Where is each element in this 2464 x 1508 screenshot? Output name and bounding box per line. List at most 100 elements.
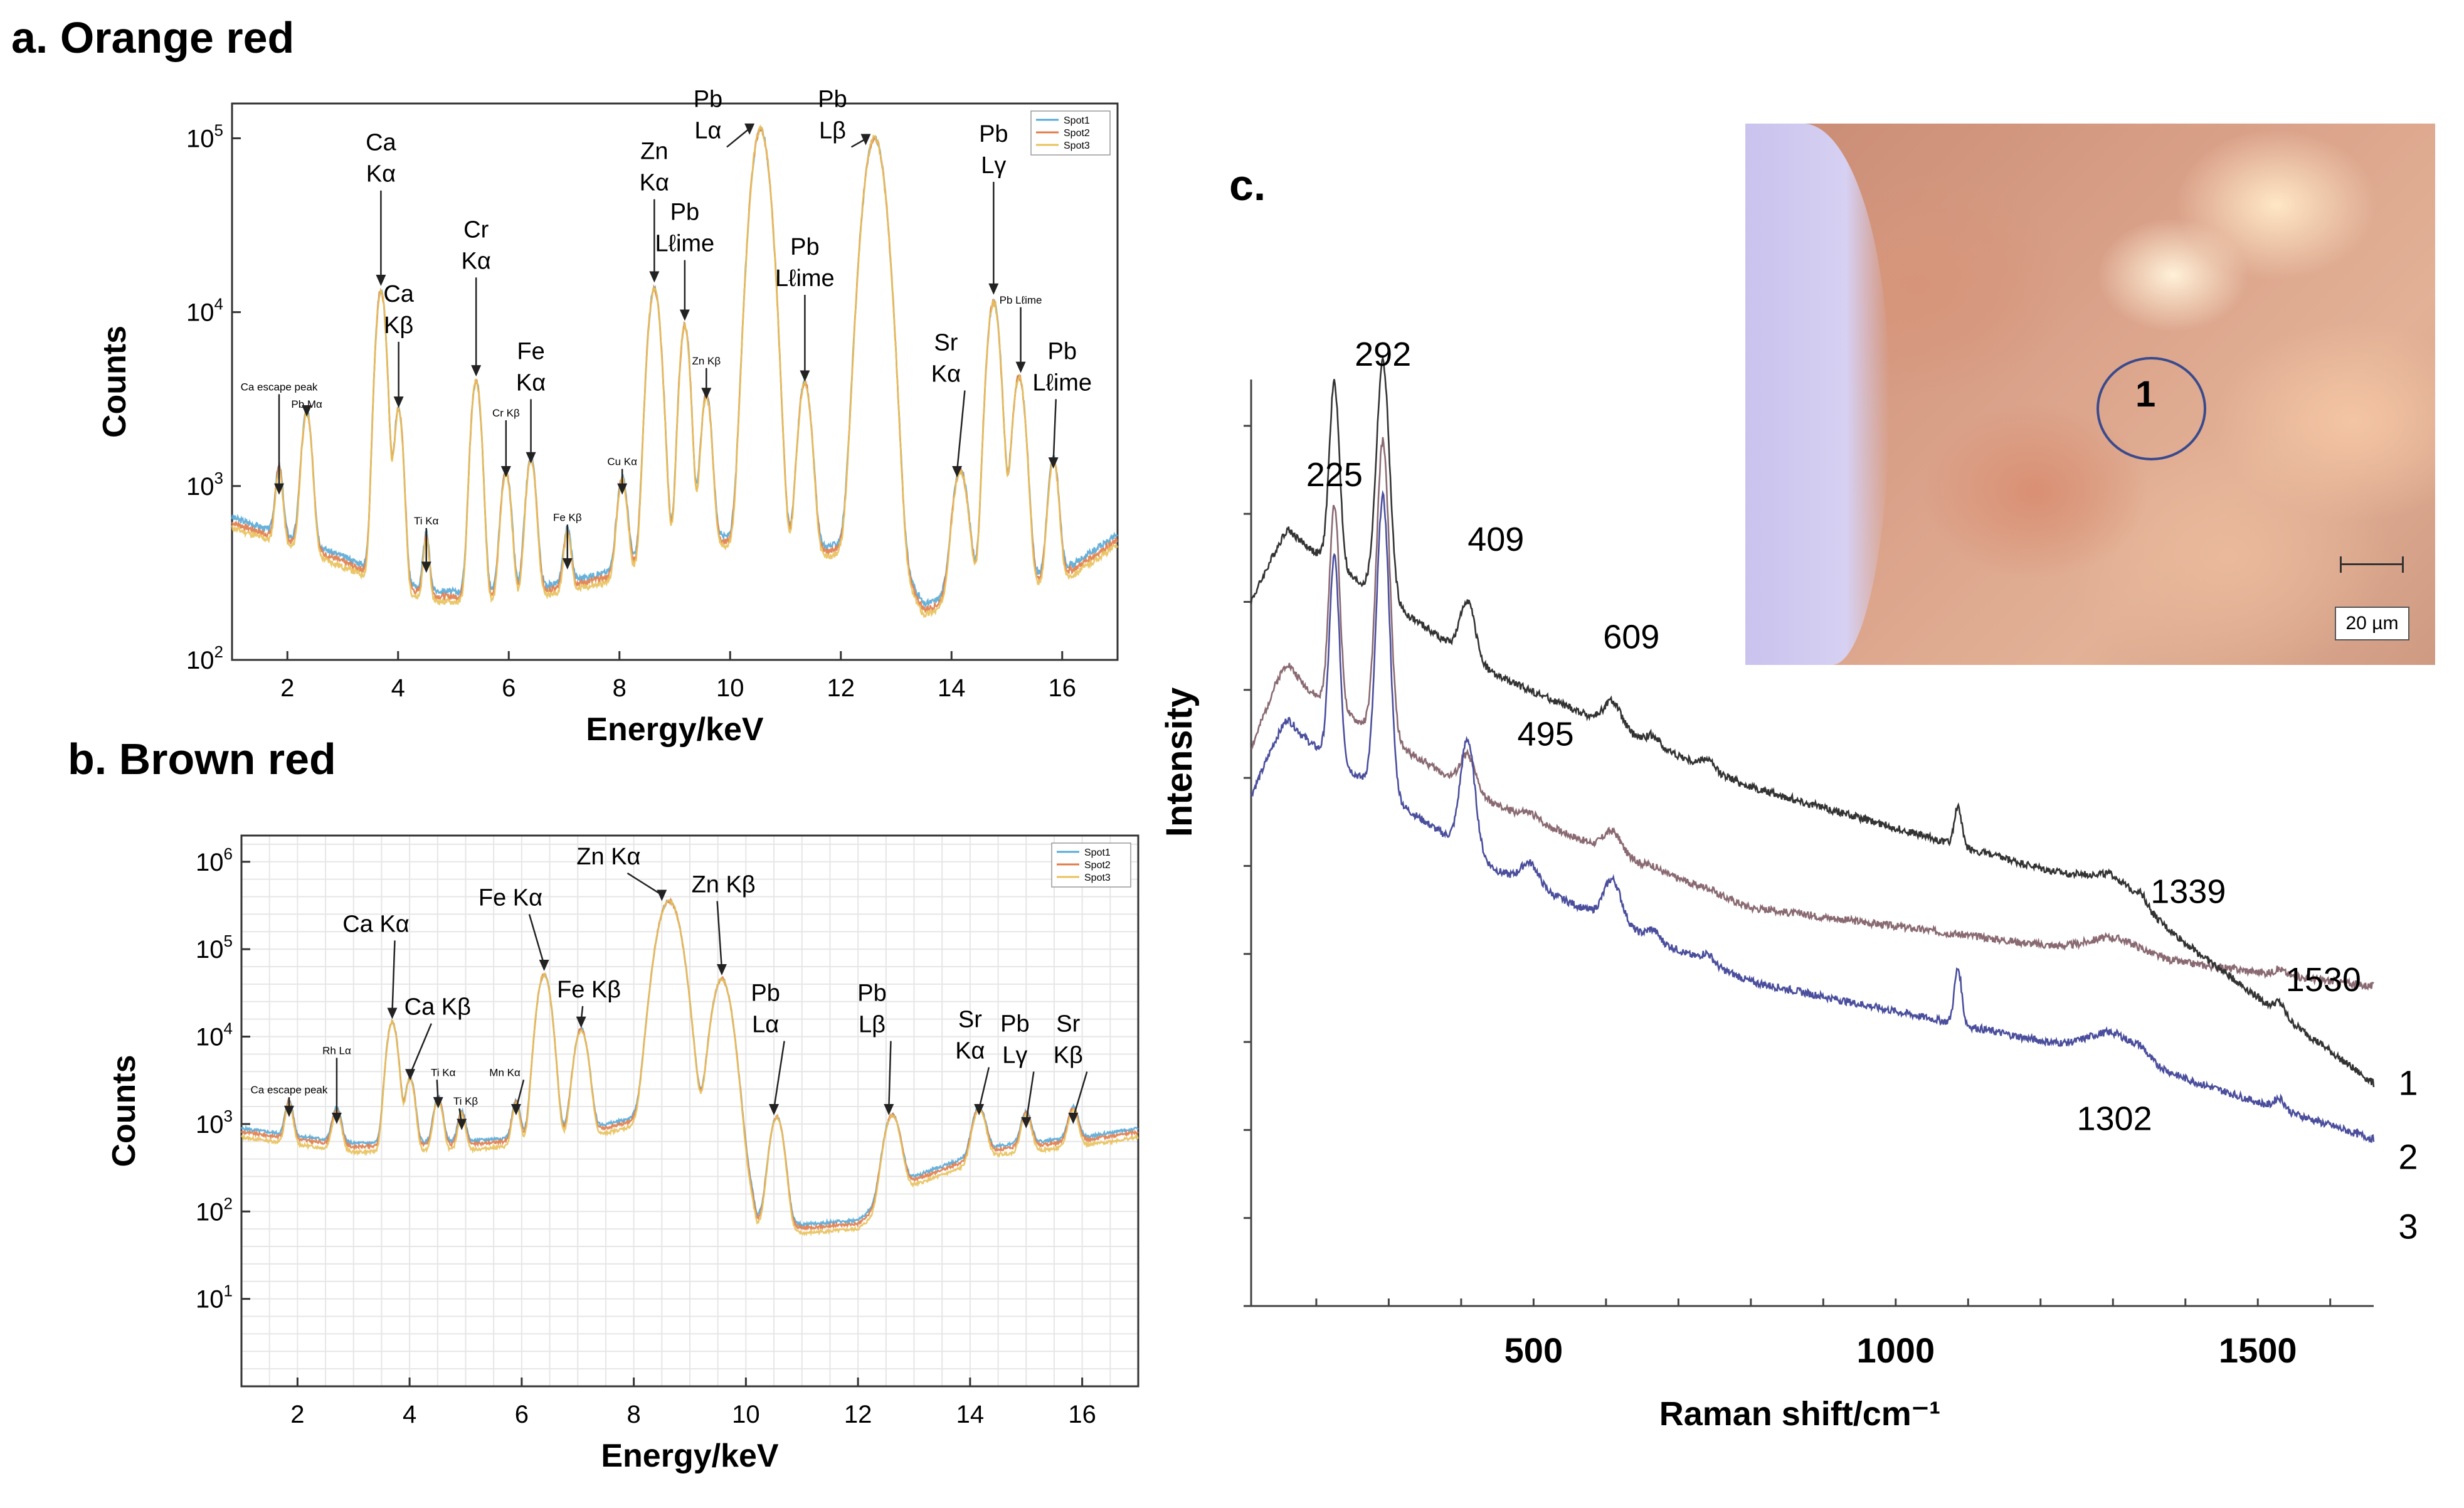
annotation-text: Lγ [1002,1042,1027,1068]
x-tick-label: 4 [403,1401,416,1428]
y-tick-base: 10 [196,1286,224,1314]
x-tick-label: 1000 [1857,1330,1935,1370]
y-tick-label: 102 [186,642,223,674]
annotation-arrowhead [562,558,573,570]
annotation-text: Ca [383,281,414,307]
annotation-text: Fe Kβ [553,511,582,523]
y-tick-exp: 4 [224,1019,233,1038]
annotation-text: Kα [640,170,669,196]
peak-annotation: Pb Lℓime [1032,338,1092,469]
x-axis-label: Energy/keV [586,711,764,748]
y-tick-exp: 5 [224,932,233,950]
annotation-text: Lℓime [775,265,835,292]
annotation-arrowhead [884,1103,894,1115]
peak-annotation: Fe Kβ [553,511,582,570]
y-axis-label: Intensity [1159,688,1200,837]
annotation-text: Kα [931,361,961,388]
x-tick-label: 1500 [2219,1330,2297,1370]
x-tick-label: 12 [827,674,855,702]
annotation-arrowhead [800,370,810,382]
legend-label: Spot3 [1084,873,1111,883]
x-tick-label: 4 [391,674,405,702]
y-tick-label: 102 [196,1194,233,1226]
annotation-text: Pb [979,121,1008,147]
peak-annotation: Ca Kβ [383,281,415,408]
annotation-arrowhead [510,1103,521,1115]
peak-label: 409 [1467,521,1524,558]
annotation-text: Fe [517,338,544,364]
annotation-text: Pb [790,234,819,260]
annotation-arrowhead [1021,1117,1032,1128]
annotation-text: Fe Kβ [557,977,621,1003]
annotation-arrowhead [539,960,549,972]
peak-annotation: Ca escape peak [251,1084,328,1117]
annotation-text: Zn Kα [576,844,640,870]
y-tick-base: 10 [196,1024,224,1051]
peak-annotation: Zn Kα [576,844,667,901]
annotation-arrowhead [701,388,712,400]
annotation-text: Kβ [384,312,413,339]
peak-annotation: Ca Kα [366,130,397,287]
annotation-arrow-line [627,872,662,896]
annotation-arrow-line [956,390,966,472]
annotation-arrow-line [716,901,723,970]
annotation-arrowhead [421,561,431,573]
peak-annotation: Pb Lβ [857,980,894,1115]
y-tick-base: 10 [196,1198,224,1226]
annotation-text: Kα [366,161,396,188]
annotation-text: Kβ [1054,1042,1083,1068]
annotation-text: Rh Lα [322,1044,351,1056]
y-tick-exp: 4 [214,295,223,314]
annotation-arrowhead [716,964,727,975]
annotation-text: Cr [463,216,489,243]
annotation-text: Pb Mα [291,398,322,410]
y-tick-label: 104 [196,1019,233,1051]
micrograph-background-region [1745,124,1890,665]
annotation-arrow-line [1025,1071,1035,1123]
plot-frame [240,834,1139,1388]
peak-label: 609 [1603,618,1659,656]
annotation-arrowhead [405,1069,416,1081]
annotation-arrowhead [393,396,404,408]
annotation-arrowhead [744,123,755,135]
y-tick-base: 10 [186,647,214,674]
y-tick-base: 10 [186,473,214,501]
chart-a: 2 4 6 8 10 12 14 16102103104105Energy/keVCounts… [97,86,1119,748]
annotation-text: Ti Kα [414,515,439,527]
peak-annotation: Ca escape peak [241,381,318,495]
peak-label: 495 [1518,715,1574,753]
annotation-arrowhead [387,1007,398,1019]
annotation-arrowhead [433,1096,443,1108]
annotation-arrow-line [978,1067,990,1110]
peak-annotation: Pb Lγ [1000,1011,1035,1128]
annotation-text: Kα [955,1038,985,1064]
annotation-text: Pb [751,980,780,1007]
annotation-text: Pb [1000,1011,1029,1037]
y-tick-exp: 6 [224,844,233,863]
x-tick-label: 500 [1504,1330,1563,1370]
y-tick-exp: 2 [224,1194,233,1213]
annotation-arrowhead [860,134,871,146]
peak-annotation: Cr Kα [462,216,491,377]
legend: Spot1 Spot2 Spot3 [1030,110,1111,156]
x-tick-label: 8 [613,674,627,702]
x-tick-label: 6 [515,1401,529,1428]
x-axis-label: Energy/keV [601,1438,779,1474]
peak-annotation: Pb Lγ [979,121,1008,295]
annotation-text: Kα [462,248,491,274]
annotation-text: Lℓime [655,231,715,257]
annotation-arrowhead [679,309,690,321]
peak-annotation: Sr Kα [931,330,966,477]
annotation-text: Lℓime [1032,369,1092,396]
y-axis-label: Counts [97,326,133,438]
peak-annotation: Zn Kβ [692,872,756,975]
annotation-text: Ca Kβ [404,994,471,1021]
annotation-text: Ca [366,130,396,156]
x-tick-label: 16 [1049,674,1077,702]
x-tick-label: 10 [732,1401,760,1428]
legend: Spot1 Spot2 Spot3 [1051,842,1131,888]
annotation-text: Pb Lℓime [1000,294,1042,306]
chart-b: 2 4 6 8 10 12 14 16101102103104105106Energy/keV… [106,834,1139,1474]
peak-label: 292 [1355,336,1411,373]
x-tick-label: 14 [956,1401,985,1428]
